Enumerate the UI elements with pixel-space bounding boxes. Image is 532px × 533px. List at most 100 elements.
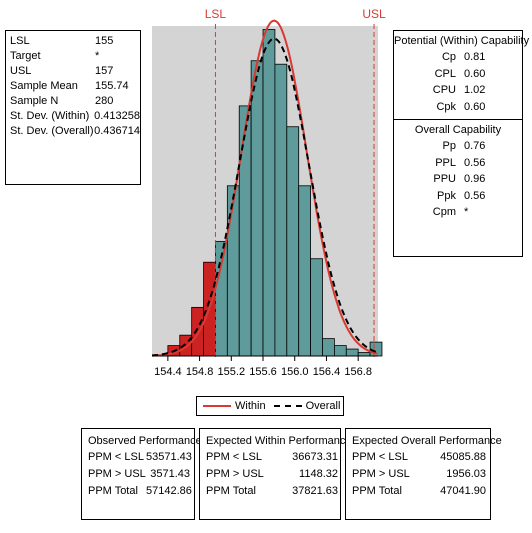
within-legend-line-icon [203,405,231,407]
process-data-value: 280 [95,95,114,107]
expected-overall-performance-label: PPM Total [352,485,402,497]
histogram-svg: LSL USL 154.4 154.8 155.2 155.6 156.0 156.4 156.… [151,7,386,378]
observed-performance-label: PPM Total [88,485,138,497]
observed-performance-rows: PPM < LSL 53571.43 PPM > USL 3571.43 PPM Tot… [88,449,194,500]
process-data-rows: LSL 155 Target * USL 157 Sample Mean 155.74 Samp… [10,34,140,139]
overall-capability-value: 0.56 [464,156,486,169]
within-capability-row: CPL 0.60 [394,66,522,83]
histogram-bar [286,126,300,357]
histogram-bar [262,29,276,357]
observed-performance-value: 57142.86 [146,485,192,497]
process-data-label: St. Dev. (Overall) [10,125,94,137]
overall-capability-title: Overall Capability [414,124,502,136]
within-capability-row: Cp 0.81 [394,49,522,66]
histogram-bar [333,345,347,357]
within-curve [151,19,378,357]
overall-capability-label: Pp [442,140,456,152]
observed-performance-row: PPM Total 57142.86 [88,483,194,500]
process-data-value: 0.436714 [94,125,140,137]
process-data-label: Target [10,50,41,62]
expected-overall-performance-row: PPM Total 47041.90 [352,483,490,500]
process-data-value: 157 [95,65,114,77]
expected-overall-performance-value: 1956.03 [446,468,486,480]
expected-within-performance-panel: Expected Within Performance PPM < LSL 366… [199,428,352,520]
expected-within-performance-title: Expected Within Performance [206,435,352,447]
overall-capability-row: PPU 0.96 [394,171,522,188]
overall-capability-label: Cpm [432,206,456,218]
within-capability-value: 0.60 [464,67,486,80]
expected-within-performance-rows: PPM < LSL 36673.31 PPM > USL 1148.32 PPM Tot… [206,449,340,500]
expected-overall-performance-label: PPM < LSL [352,451,408,463]
expected-overall-performance-rows: PPM < LSL 45085.88 PPM > USL 1956.03 PPM Tot… [352,449,490,500]
process-data-row: LSL 155 [10,34,140,49]
within-capability-value: 0.81 [464,51,486,63]
expected-within-performance-value: 37821.63 [292,485,338,497]
overall-capability-row: Cpm * [394,204,522,221]
observed-performance-label: PPM > USL [88,468,146,480]
within-capability-value: 1.02 [464,84,486,96]
histogram-bar [191,306,204,357]
expected-overall-performance-row: PPM < LSL 45085.88 [352,449,490,466]
process-data-row: Target * [10,49,140,64]
process-data-row: Sample N 280 [10,94,140,109]
overall-capability-row: Ppk 0.56 [394,188,522,205]
within-capability-label: Cpk [436,100,456,113]
observed-performance-title: Observed Performance [88,435,202,447]
expected-within-performance-row: PPM > USL 1148.32 [206,466,340,483]
histogram-bar [345,348,359,357]
expected-overall-performance-value: 45085.88 [440,451,486,463]
histogram-bar [274,63,288,357]
expected-within-performance-value: 36673.31 [292,451,338,463]
within-capability-value: 0.60 [464,100,486,113]
within-capability-rows: Cp 0.81 CPL 0.60 CPU 1.02 Cpk 0.60 [394,49,522,115]
process-data-row: Sample Mean 155.74 [10,79,140,94]
overall-curve [151,37,378,357]
overall-capability-row: PPL 0.56 [394,155,522,172]
process-data-value: 155 [95,35,114,47]
observed-performance-value: 53571.43 [146,451,192,463]
within-capability-label: Cp [441,51,456,63]
x-tick-label: 156.4 [313,366,341,378]
overall-capability-value: 0.56 [464,189,486,202]
overall-capability-value: * [464,206,469,218]
histogram-bar [322,338,335,357]
expected-within-performance-row: PPM Total 37821.63 [206,483,340,500]
legend: Within Overall [196,396,344,416]
expected-overall-performance-row: PPM > USL 1956.03 [352,466,490,483]
process-data-value: * [95,50,100,62]
expected-within-performance-label: PPM Total [206,485,256,497]
process-data-label: Sample N [10,95,59,107]
histogram-bar [226,185,240,357]
overall-capability-value: 0.96 [464,173,486,185]
histogram-bar [215,240,228,357]
process-data-row: USL 157 [10,64,140,79]
process-data-value: 0.413258 [94,110,140,122]
within-capability-row: Cpk 0.60 [394,99,522,116]
process-data-panel: LSL 155 Target * USL 157 Sample Mean 155.74 Samp… [5,30,141,185]
process-data-label: USL [10,65,32,77]
overall-capability-label: Ppk [437,189,456,202]
x-tick-label: 156.0 [281,366,309,378]
histogram-bar [310,258,323,357]
process-data-row: St. Dev. (Overall) 0.436714 [10,124,140,139]
x-tick-label: 155.2 [218,366,246,378]
overall-capability-rows: Pp 0.76 PPL 0.56 PPU 0.96 Ppk 0.56 Cpm * [394,138,522,221]
within-capability-label: CPL [434,67,456,80]
expected-overall-performance-value: 47041.90 [440,485,486,497]
expected-within-performance-value: 1148.32 [299,468,338,480]
within-legend-label: Within [235,400,266,412]
histogram-bar [357,352,371,357]
lsl-label: LSL [205,7,227,21]
observed-performance-value: 3571.43 [150,468,190,480]
expected-overall-performance-panel: Expected Overall Performance PPM < LSL 45… [345,428,502,520]
expected-within-performance-label: PPM < LSL [206,451,262,463]
expected-overall-performance-title: Expected Overall Performance [352,435,502,447]
within-capability-row: CPU 1.02 [394,82,522,99]
x-tick-label: 156.8 [344,366,372,378]
x-tick-label: 154.4 [154,366,182,378]
overall-legend-label: Overall [305,400,341,412]
process-data-label: St. Dev. (Within) [10,110,90,122]
expected-overall-performance-label: PPM > USL [352,468,410,480]
expected-within-performance-label: PPM > USL [206,468,264,480]
capability-divider [394,119,522,120]
